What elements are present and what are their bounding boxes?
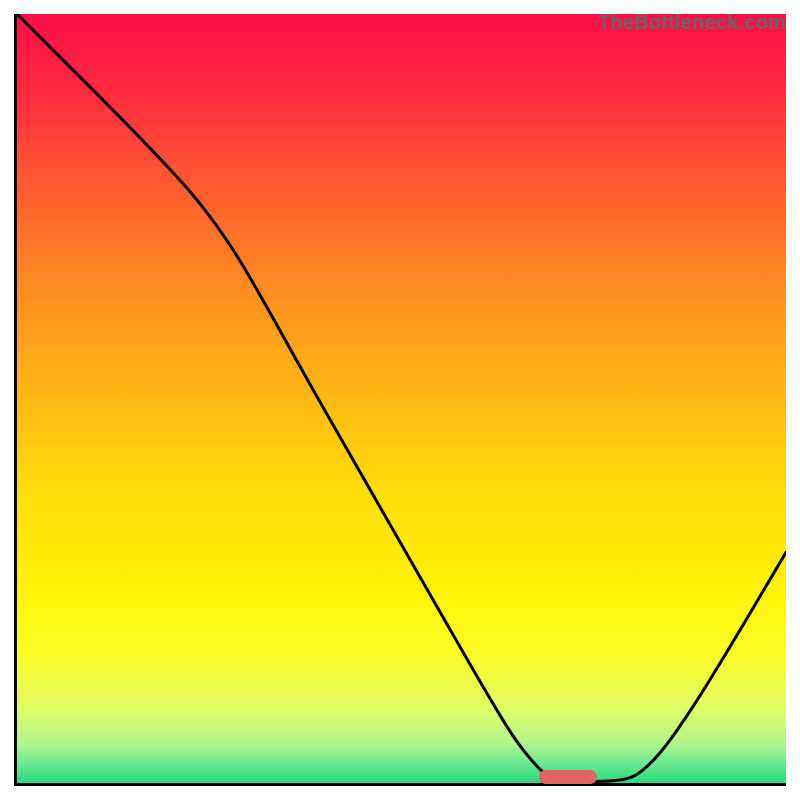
optimum-marker [539, 770, 597, 784]
bottleneck-curve [17, 14, 786, 783]
chart-plot-area: TheBottleneck.com [14, 14, 786, 786]
